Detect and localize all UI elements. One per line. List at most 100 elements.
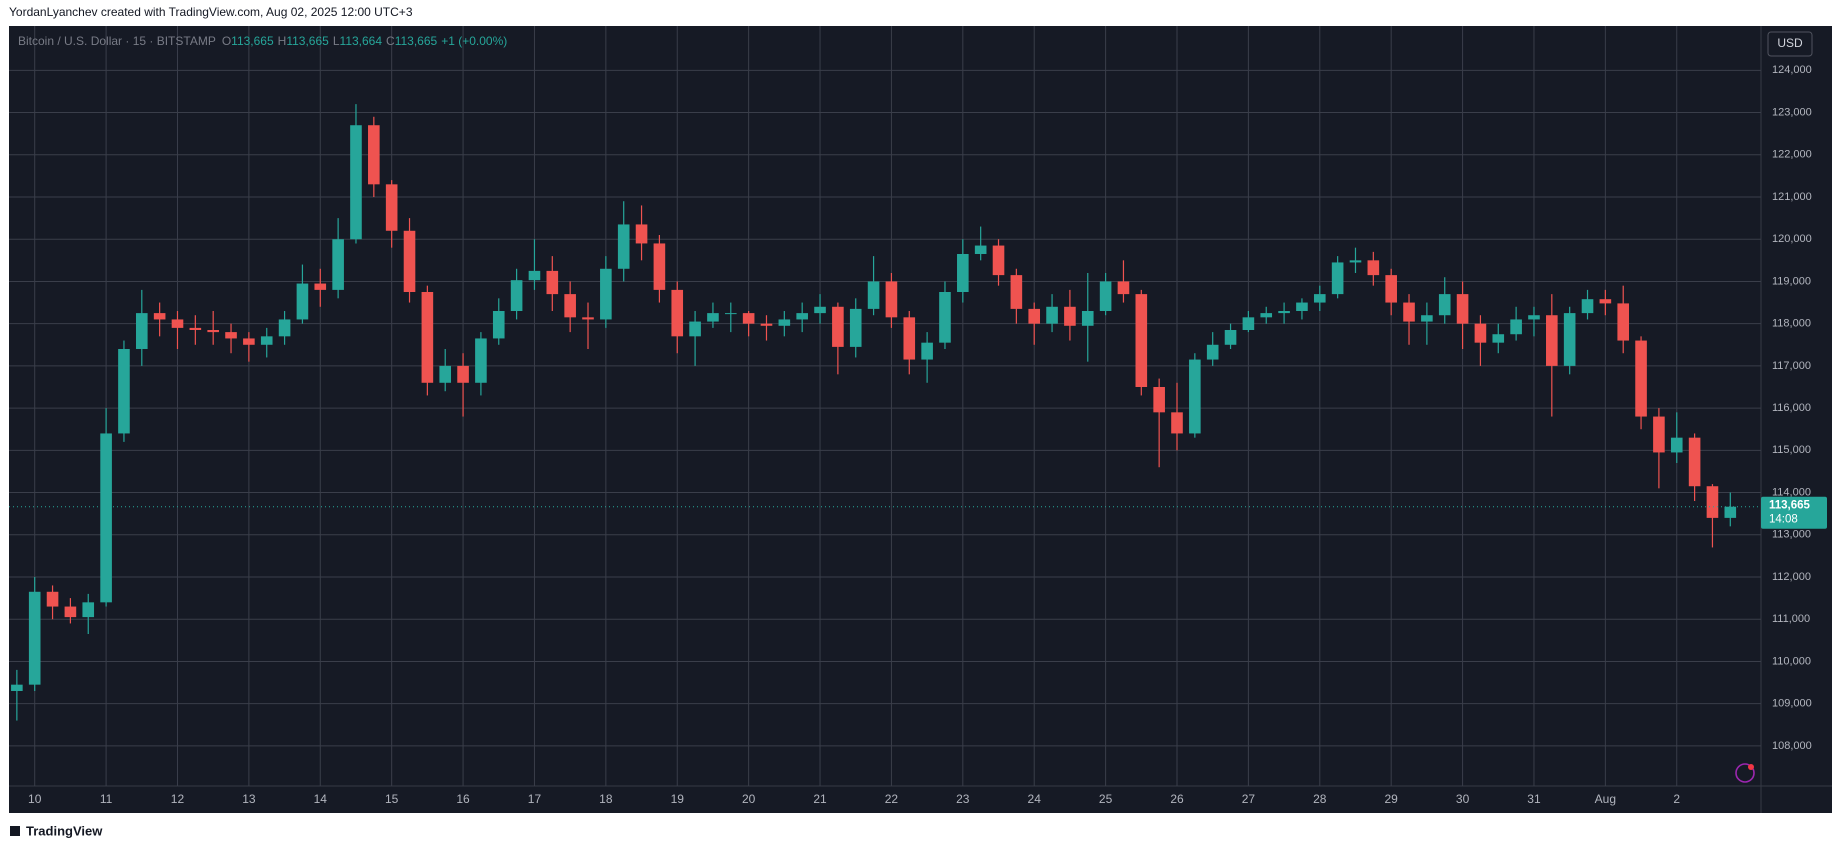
y-tick-label: 117,000 — [1772, 360, 1811, 372]
candle-body — [11, 684, 23, 691]
y-tick-label: 121,000 — [1772, 191, 1812, 203]
candle-body — [600, 268, 612, 320]
candle-body — [260, 336, 273, 345]
y-tick-label: 113,000 — [1772, 529, 1811, 541]
legend-value: 113,665 — [394, 34, 438, 48]
candle-body — [564, 294, 576, 318]
x-tick-label: Aug — [1595, 792, 1616, 806]
candle-body — [724, 313, 737, 315]
candle-body — [867, 281, 880, 309]
candle-body — [439, 365, 452, 383]
candle-body — [1064, 306, 1076, 326]
candle-body — [1153, 387, 1165, 413]
candle-body — [528, 270, 541, 281]
candle-body — [135, 313, 148, 349]
candle-body — [849, 308, 862, 347]
candle-body — [1046, 306, 1058, 324]
x-tick-label: 26 — [1170, 792, 1184, 806]
chart-background — [9, 26, 1832, 813]
candle-body — [1546, 315, 1558, 366]
candle-body — [225, 332, 237, 339]
candle-body — [796, 313, 808, 320]
candle-body — [1117, 281, 1130, 295]
legend-change: +1 (+0.00%) — [441, 34, 508, 48]
candle-body — [278, 319, 291, 337]
candle-body — [492, 311, 505, 339]
candle-body — [332, 239, 344, 290]
candle-body — [1206, 344, 1219, 360]
header: YordanLyanchev created with TradingView.… — [9, 5, 413, 19]
candle-body — [1260, 313, 1273, 318]
last-price-label: 113,665 — [1769, 500, 1811, 512]
x-tick-label: 16 — [456, 792, 470, 806]
icon-dot[interactable] — [1748, 764, 1754, 770]
x-tick-label: 25 — [1099, 792, 1113, 806]
x-tick-label: 24 — [1028, 792, 1042, 806]
legend: Bitcoin / U.S. Dollar · 15 · BITSTAMP O11… — [18, 34, 511, 48]
candle-body — [1403, 302, 1415, 322]
candle-body — [1617, 303, 1630, 341]
candle-body — [903, 317, 916, 360]
candle-body — [992, 245, 1005, 276]
candle-body — [1528, 315, 1540, 320]
candle-body — [1456, 294, 1469, 324]
candle-body — [707, 313, 719, 322]
x-tick-label: 29 — [1385, 792, 1399, 806]
candle-body — [1367, 260, 1380, 276]
candle-body — [171, 319, 184, 328]
x-tick-label: 13 — [242, 792, 256, 806]
candle-body — [350, 125, 362, 240]
candle-body — [1242, 317, 1255, 330]
candle-body — [1438, 294, 1451, 316]
candle-body — [64, 606, 77, 618]
legend-key: H — [277, 34, 287, 48]
candle-body — [1724, 506, 1737, 518]
candle-body — [546, 270, 559, 295]
x-tick-label: 21 — [813, 792, 827, 806]
candle-body — [742, 313, 755, 324]
assistant-icon[interactable] — [1735, 763, 1755, 783]
icon-ring[interactable] — [1735, 763, 1755, 783]
candle-body — [28, 591, 41, 685]
x-tick-label: 17 — [528, 792, 542, 806]
candle-body — [1688, 437, 1701, 487]
x-tick-label: 2 — [1673, 792, 1680, 806]
candle-body — [82, 602, 95, 618]
candle-body — [1385, 275, 1397, 303]
y-tick-label: 120,000 — [1772, 233, 1812, 245]
y-tick-label: 110,000 — [1772, 655, 1811, 667]
candle-body — [1028, 308, 1041, 324]
y-tick-label: 119,000 — [1772, 275, 1811, 287]
candle-body — [368, 125, 380, 185]
candle-body — [939, 292, 951, 343]
countdown: 14:08 — [1769, 514, 1798, 526]
grid — [9, 26, 1761, 786]
y-tick-label: 115,000 — [1772, 444, 1811, 456]
legend-key: L — [332, 34, 340, 48]
last-price-box — [1761, 496, 1827, 529]
footer-logo — [10, 826, 20, 836]
candle-body — [1349, 260, 1362, 263]
x-tick-label: 11 — [100, 792, 113, 806]
candle-body — [100, 433, 112, 603]
candle-body — [1599, 299, 1612, 304]
currency-button[interactable] — [1767, 31, 1813, 57]
legend-value: 113,665 — [231, 34, 274, 48]
candle-body — [403, 230, 416, 292]
candle-body — [778, 319, 791, 326]
candle-body — [1189, 359, 1201, 434]
candle-body — [1099, 281, 1112, 311]
candle-body — [243, 338, 255, 345]
candle-body — [296, 283, 309, 320]
candle-body — [671, 289, 684, 337]
candle-body — [653, 243, 666, 290]
candle-body — [1563, 313, 1576, 366]
x-tick-label: 19 — [671, 792, 685, 806]
candle-body — [475, 338, 487, 383]
candle-body — [46, 591, 59, 607]
currency[interactable]: USD — [1777, 36, 1803, 50]
x-tick-label: 22 — [885, 792, 899, 806]
candle-body — [189, 327, 202, 330]
